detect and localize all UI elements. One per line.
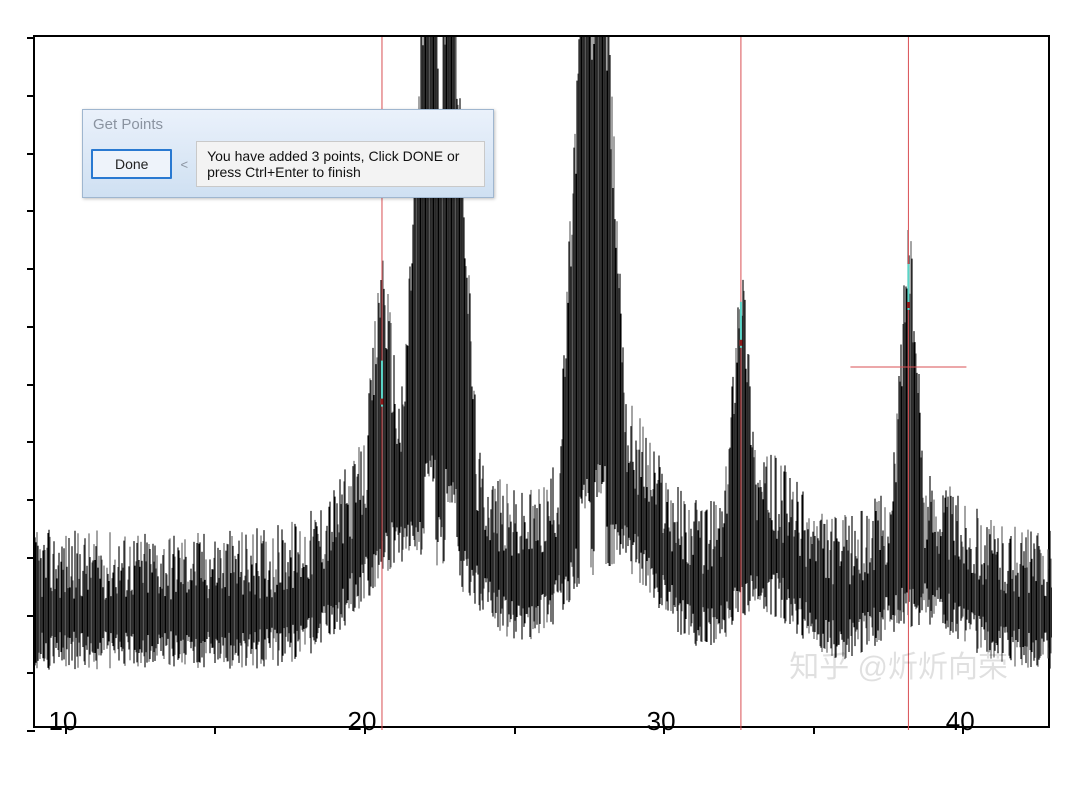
dialog-title-label: Get Points	[83, 110, 493, 135]
x-tick-35	[813, 728, 815, 734]
y-tick-4	[27, 499, 35, 501]
done-button[interactable]: Done	[91, 149, 172, 179]
y-tick-0	[27, 730, 35, 732]
collapse-arrow-icon[interactable]: <	[178, 157, 190, 172]
chart-plot-area[interactable]: 知乎 @炘炘向荣 Get Points Done < You have adde…	[33, 35, 1050, 728]
y-tick-5	[27, 441, 35, 443]
y-tick-10	[27, 153, 35, 155]
x-tick-15	[214, 728, 216, 734]
y-tick-1	[27, 672, 35, 674]
screenshot-stage: 知乎 @炘炘向荣 Get Points Done < You have adde…	[0, 0, 1080, 793]
x-axis-label-40: 40	[946, 706, 975, 737]
x-axis-label-20: 20	[348, 706, 377, 737]
y-tick-3	[27, 557, 35, 559]
y-tick-2	[27, 615, 35, 617]
y-tick-7	[27, 326, 35, 328]
y-tick-6	[27, 384, 35, 386]
x-tick-25	[514, 728, 516, 734]
x-axis-label-10: 10	[48, 706, 77, 737]
y-tick-12	[27, 37, 35, 39]
y-tick-8	[27, 268, 35, 270]
x-axis-label-30: 30	[647, 706, 676, 737]
y-tick-11	[27, 95, 35, 97]
dialog-status-message: You have added 3 points, Click DONE or p…	[196, 141, 485, 187]
get-points-dialog[interactable]: Get Points Done < You have added 3 point…	[82, 109, 494, 198]
y-tick-9	[27, 210, 35, 212]
